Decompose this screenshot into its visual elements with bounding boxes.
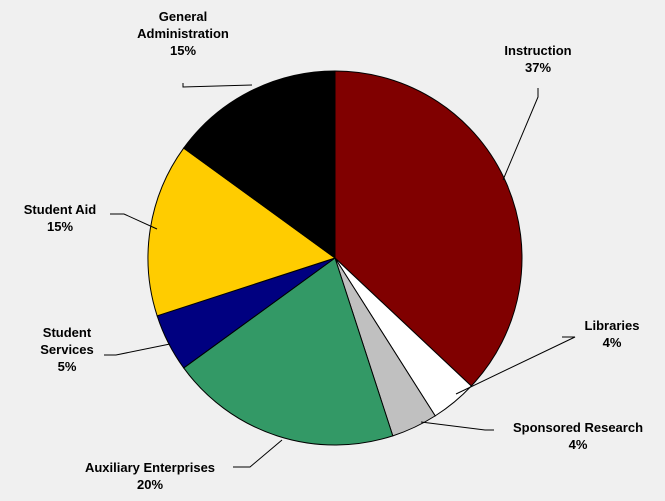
slice-label-libraries: Libraries 4% [585,318,640,350]
slice-percent-label: 4% [603,335,622,350]
slice-name-label: Student [43,325,92,340]
slice-name-label: Administration [137,26,229,41]
slice-name-label: Sponsored Research [513,420,643,435]
leader-line-instruction [502,88,539,181]
slice-percent-label: 15% [47,219,73,234]
slice-percent-label: 37% [525,60,551,75]
pie-slice-auxiliary-enterprises [183,257,394,446]
slice-label-sponsored-research: Sponsored Research 4% [513,420,643,452]
slice-name-label: General [159,9,207,24]
slice-label-instruction: Instruction 37% [504,43,571,75]
leader-line-auxiliary-enterprises [233,439,283,468]
pie-slice-instruction [334,70,523,387]
leader-line-sponsored-research [420,421,494,431]
slice-percent-label: 20% [137,477,163,492]
slice-label-general-administration: General Administration 15% [137,9,229,58]
slice-percent-label: 4% [569,437,588,452]
slice-percent-label: 5% [58,359,77,374]
slice-name-label: Libraries [585,318,640,333]
leader-line-libraries [455,336,576,395]
pie-slice-student-aid [147,147,337,317]
slice-label-student-services: Student Services 5% [40,325,94,374]
pie-slice-general-administration [183,70,336,259]
slice-percent-label: 15% [170,43,196,58]
slice-label-auxiliary-enterprises: Auxiliary Enterprises 20% [85,460,215,492]
slice-name-label: Instruction [504,43,571,58]
slice-name-label: Student Aid [24,202,97,217]
leader-line-student-services [104,343,171,356]
leader-line-student-aid [110,213,158,230]
leader-line-general-administration [182,83,253,88]
slice-label-student-aid: Student Aid 15% [24,202,97,234]
slice-name-label: Auxiliary Enterprises [85,460,215,475]
slice-name-label: Services [40,342,94,357]
